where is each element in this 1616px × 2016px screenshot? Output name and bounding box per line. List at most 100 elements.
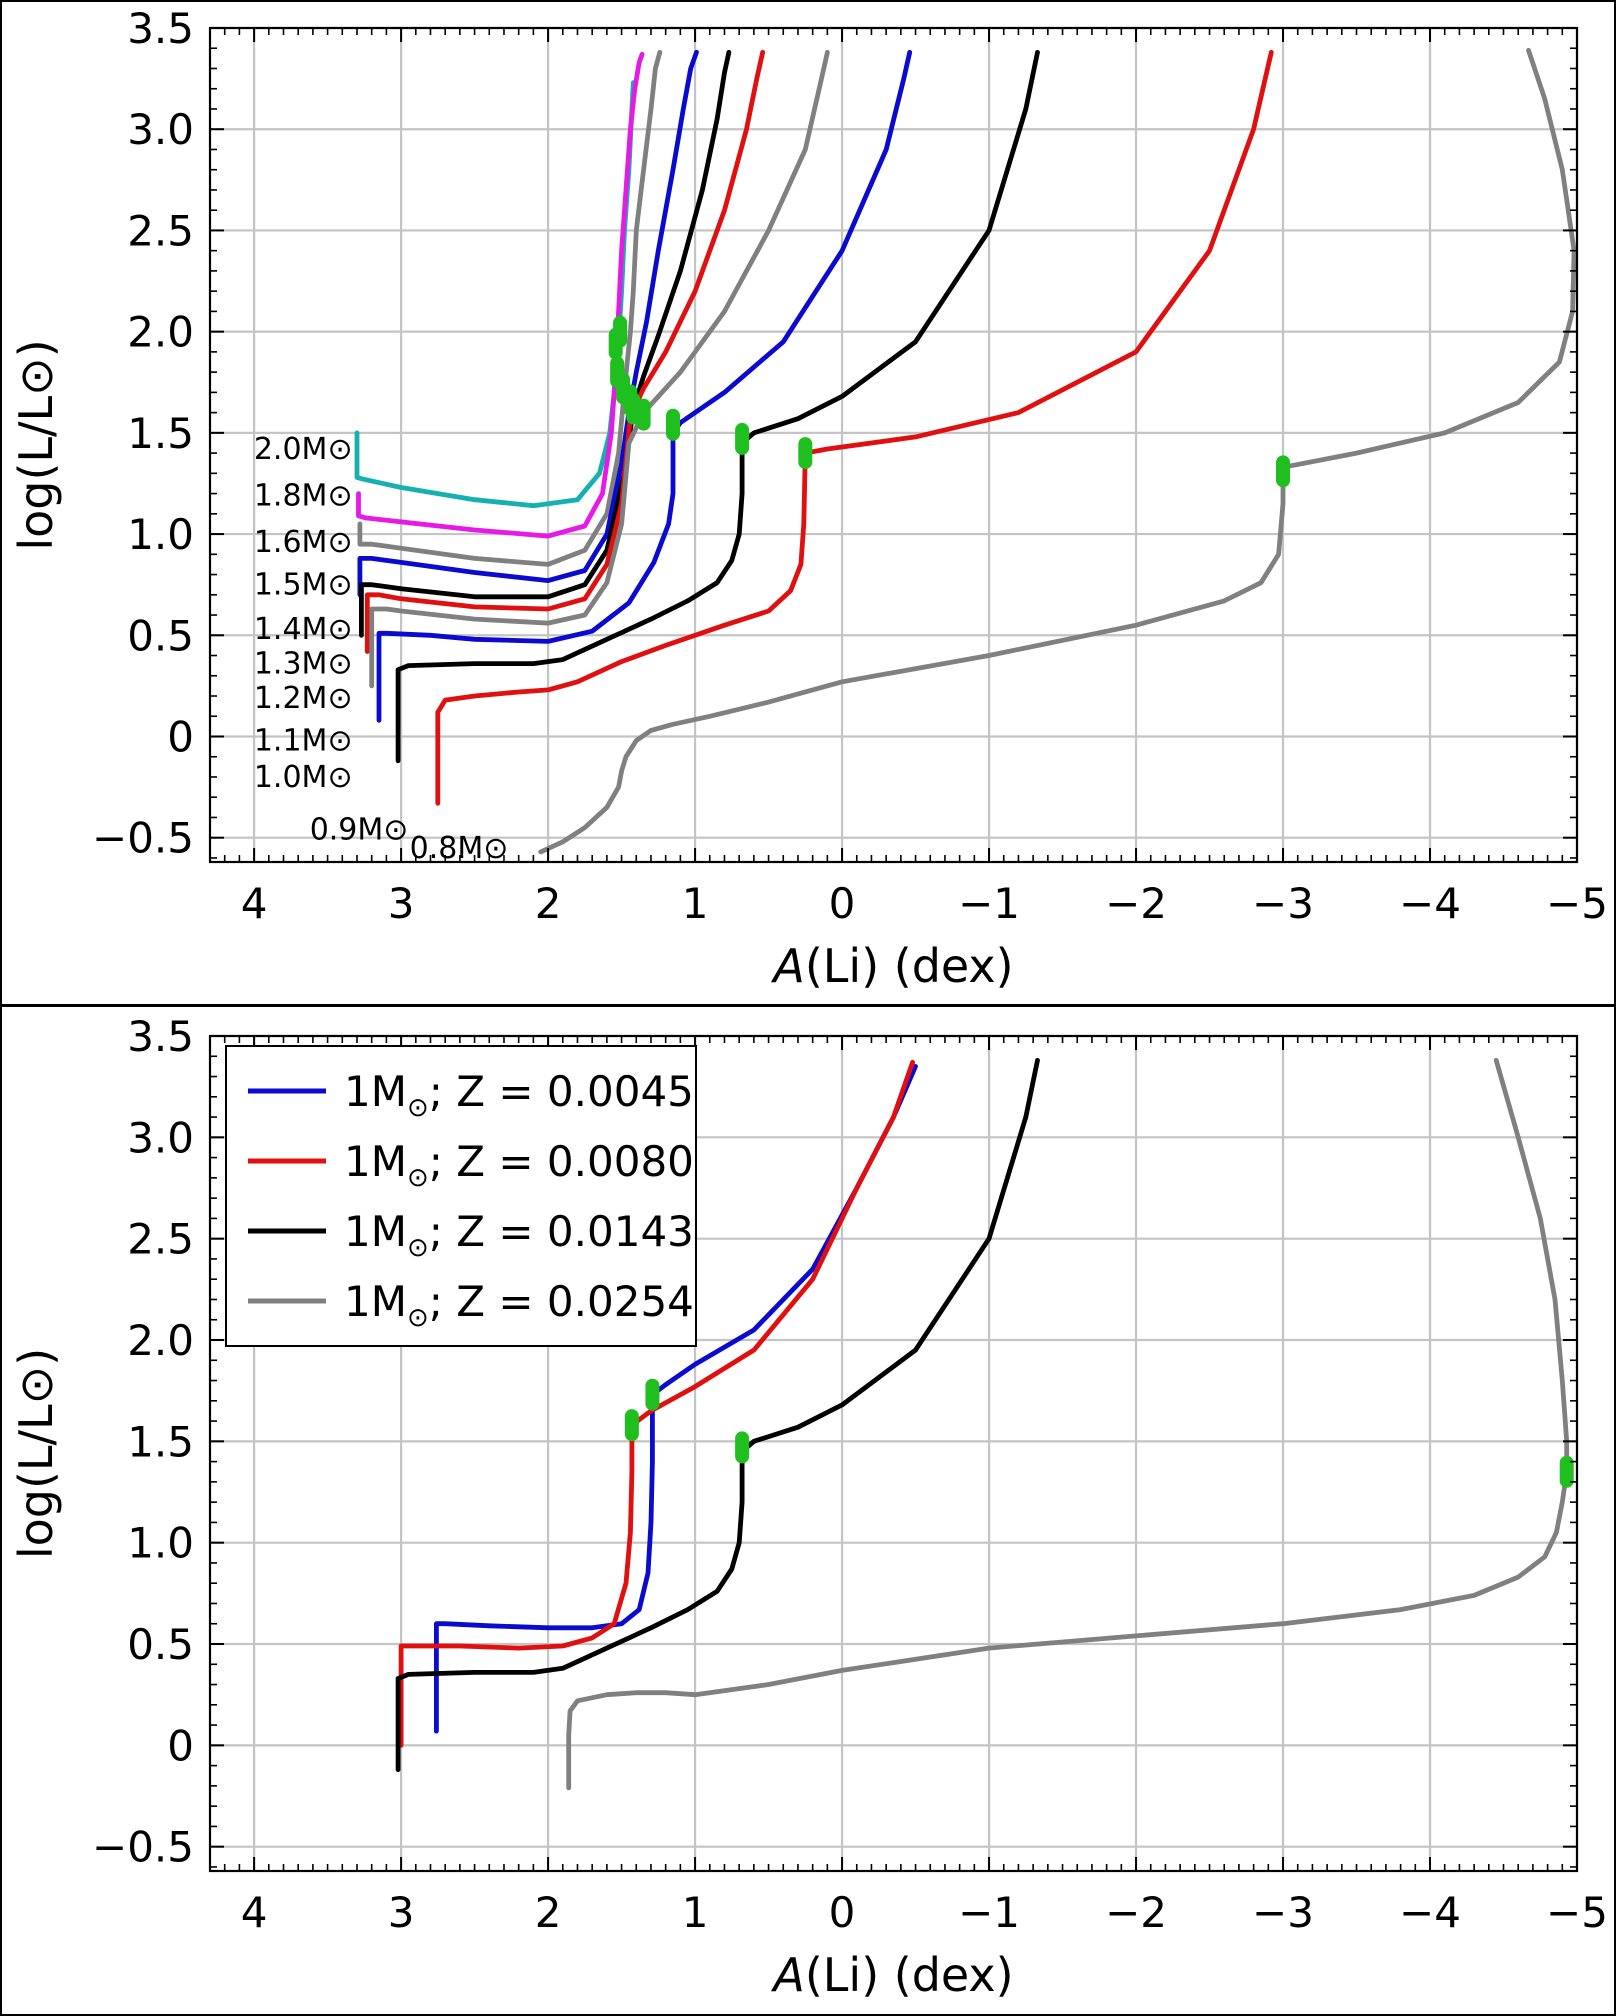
legend-metallicity: ; Z = 0.0080 (429, 1137, 694, 1186)
sun-symbol: ⊙ (407, 1303, 429, 1333)
x-tick-label: 1 (682, 1888, 709, 1937)
sun-symbol: ⊙ (407, 1163, 429, 1193)
legend-mass: 1M (344, 1277, 407, 1326)
y-tick-label: 0.5 (127, 1620, 194, 1669)
x-tick-label: −5 (1546, 879, 1608, 928)
y-tick-label: 1.5 (127, 409, 194, 458)
legend-metallicity: ; Z = 0.0143 (429, 1207, 694, 1256)
x-axis-label-symbol: A (770, 939, 804, 993)
legend-metallicity: ; Z = 0.0045 (429, 1067, 694, 1116)
x-tick-label: −5 (1546, 1888, 1608, 1937)
y-tick-label: −0.5 (92, 814, 194, 863)
series-line (359, 49, 732, 638)
x-tick-label: −2 (1105, 1888, 1167, 1937)
y-tick-label: 3.0 (127, 105, 194, 154)
legend-metallicity: ; Z = 0.0254 (429, 1277, 694, 1326)
plot-frame (208, 26, 1579, 864)
x-axis-label: A(Li) (dex) (770, 939, 1013, 993)
sun-symbol: ⊙ (407, 1093, 429, 1123)
legend-label: 1M⊙; Z = 0.0045 (344, 1067, 694, 1123)
y-tick-label: 3.0 (127, 1113, 194, 1162)
y-tick-label: 1.0 (127, 1519, 194, 1568)
y-tick-label: 0 (167, 712, 194, 761)
x-tick-label: 4 (241, 879, 268, 928)
y-tick-label: 3.5 (127, 1012, 194, 1061)
legend-label: 1M⊙; Z = 0.0254 (344, 1277, 694, 1333)
x-tick-label: 2 (535, 879, 562, 928)
y-tick-label: 2.5 (127, 1215, 194, 1264)
legend-label: 1M⊙; Z = 0.0143 (344, 1207, 694, 1263)
x-tick-label: −1 (958, 1888, 1020, 1937)
mass-label: 1.0M⊙ (254, 760, 353, 795)
mass-label: 1.2M⊙ (254, 681, 353, 716)
x-tick-label: 2 (535, 1888, 562, 1937)
series-line (357, 49, 663, 567)
panel-border (0, 1004, 1616, 2016)
legend-label: 1M⊙; Z = 0.0080 (344, 1137, 694, 1193)
series-group (395, 1057, 1574, 1791)
mass-label: 1.4M⊙ (254, 612, 353, 647)
series-line (357, 49, 699, 598)
x-axis-label-symbol: A (770, 1948, 804, 2002)
mass-label: 1.8M⊙ (254, 479, 353, 514)
series-group (354, 47, 1577, 855)
x-axis-label-text: (Li) (dex) (805, 939, 1014, 993)
x-tick-label: 4 (241, 1888, 268, 1937)
series-line (369, 49, 830, 689)
series-line (395, 1057, 1040, 1773)
mass-label: 1.1M⊙ (254, 724, 353, 759)
x-axis-label-text: (Li) (dex) (805, 1948, 1014, 2002)
y-tick-label: 0.5 (127, 611, 194, 660)
x-tick-label: −4 (1399, 1888, 1461, 1937)
series-line (354, 80, 636, 509)
x-tick-label: 0 (829, 1888, 856, 1937)
top-panel: 4 3 2 1 0 −1 −2 −3 −4 −5 −0.5 0 0.5 1.0 1.5 2.0 2.5 3.0 3.… (0, 0, 1616, 1007)
panel-border (0, 0, 1616, 1007)
y-tick-label: 2.0 (127, 308, 194, 357)
y-tick-label: 0 (167, 1721, 194, 1770)
mass-label: 0.9M⊙ (310, 813, 409, 848)
y-tick-label: −0.5 (92, 1823, 194, 1872)
y-axis-label: log(L/L⊙) (9, 1348, 63, 1559)
x-axis-label: A(Li) (dex) (770, 1948, 1013, 2002)
legend-mass: 1M (344, 1207, 407, 1256)
x-tick-label: 0 (829, 879, 856, 928)
mass-label: 2.0M⊙ (254, 432, 353, 467)
x-tick-label: −2 (1105, 879, 1167, 928)
y-tick-label: 1.5 (127, 1417, 194, 1466)
ticks (209, 27, 1578, 862)
series-line (538, 47, 1577, 855)
y-axis-label: log(L/L⊙) (9, 339, 63, 550)
series-line (356, 51, 645, 539)
y-tick-label: 2.5 (127, 206, 194, 255)
plot-frame (208, 1034, 1579, 1873)
legend-mass: 1M (344, 1137, 407, 1186)
y-tick-label: 1.0 (127, 510, 194, 559)
x-tick-label: 3 (388, 1888, 415, 1937)
series-line (376, 49, 913, 723)
x-tick-label: −4 (1399, 879, 1461, 928)
series-line (435, 49, 1274, 806)
mass-label: 1.3M⊙ (254, 647, 353, 682)
x-tick-label: −3 (1252, 1888, 1314, 1937)
legend-box (225, 1045, 697, 1347)
mass-label: 1.5M⊙ (254, 568, 353, 603)
series-line (398, 1059, 915, 1748)
mass-label: 0.8M⊙ (410, 831, 509, 866)
x-tick-label: −3 (1252, 879, 1314, 928)
series-line (395, 49, 1040, 764)
x-tick-label: 1 (682, 879, 709, 928)
y-tick-label: 3.5 (127, 4, 194, 53)
gridlines (210, 26, 1579, 862)
mass-label: 1.6M⊙ (254, 525, 353, 560)
bottom-panel: 4 3 2 1 0 −1 −2 −3 −4 −5 −0.5 0 0.5 1.0 1.5 2.0 2.5 3.0 3.… (0, 1004, 1616, 2016)
series-line (434, 1064, 918, 1734)
series-line (566, 1057, 1570, 1791)
sun-symbol: ⊙ (407, 1233, 429, 1263)
x-tick-label: −1 (958, 879, 1020, 928)
legend-mass: 1M (344, 1067, 407, 1116)
series-line (364, 49, 766, 654)
x-tick-label: 3 (388, 879, 415, 928)
